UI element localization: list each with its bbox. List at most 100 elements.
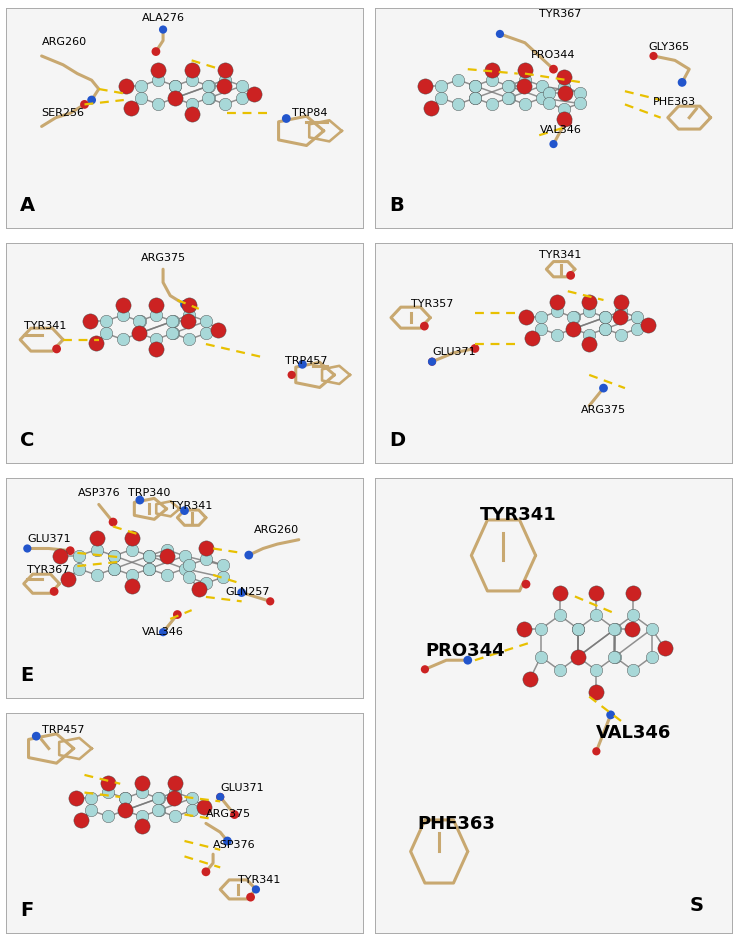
Point — [135, 90, 147, 105]
Point — [117, 332, 128, 347]
Point — [69, 790, 81, 805]
Point — [152, 63, 164, 78]
Point — [136, 819, 148, 834]
Point — [100, 313, 111, 328]
Point — [536, 310, 548, 325]
Point — [573, 649, 584, 664]
Point — [535, 621, 547, 636]
Point — [572, 649, 584, 664]
Point — [119, 803, 131, 818]
Point — [169, 90, 181, 105]
Point — [646, 621, 658, 636]
Point — [551, 327, 563, 342]
Point — [184, 298, 196, 313]
Point — [150, 332, 162, 347]
Point — [48, 584, 60, 599]
Point — [219, 97, 231, 112]
Point — [167, 313, 179, 328]
Point — [169, 78, 181, 93]
Point — [86, 803, 97, 818]
Point — [136, 785, 148, 800]
Text: TYR367: TYR367 — [539, 8, 582, 19]
Point — [590, 585, 602, 600]
Point — [133, 326, 145, 341]
Point — [100, 326, 111, 341]
Point — [568, 321, 579, 336]
Point — [63, 571, 75, 586]
Point — [559, 102, 570, 117]
Text: GLY365: GLY365 — [648, 41, 689, 52]
Text: GLN257: GLN257 — [226, 587, 270, 597]
Point — [64, 543, 76, 558]
Point — [203, 78, 215, 93]
Point — [590, 608, 602, 623]
Point — [78, 97, 90, 112]
Point — [543, 85, 555, 100]
Point — [250, 882, 262, 897]
Point — [186, 106, 198, 121]
Point — [134, 326, 145, 341]
Point — [627, 608, 639, 623]
Point — [536, 321, 548, 336]
Point — [659, 641, 671, 656]
Point — [186, 803, 198, 818]
Point — [219, 72, 231, 88]
Point — [567, 310, 579, 325]
Point — [202, 78, 214, 93]
Point — [543, 96, 555, 111]
Point — [108, 561, 120, 576]
Text: TYR341: TYR341 — [238, 875, 280, 885]
Point — [462, 653, 474, 668]
Point — [524, 671, 536, 686]
Point — [125, 100, 137, 115]
Point — [202, 90, 214, 105]
Point — [419, 662, 431, 677]
Point — [91, 531, 103, 546]
Point — [236, 78, 248, 93]
Point — [518, 78, 530, 93]
Point — [626, 621, 638, 636]
Point — [599, 310, 610, 325]
Point — [169, 90, 181, 105]
Point — [162, 549, 173, 564]
Point — [218, 78, 230, 93]
Point — [200, 576, 212, 591]
Point — [179, 503, 190, 518]
Point — [186, 72, 198, 88]
Point — [590, 662, 602, 678]
Point — [425, 100, 437, 115]
Point — [133, 313, 145, 328]
Point — [200, 864, 212, 879]
Point — [214, 789, 226, 805]
Point — [166, 313, 178, 328]
Point — [519, 72, 531, 88]
Point — [590, 685, 602, 700]
Point — [201, 313, 213, 328]
Point — [143, 561, 155, 576]
Point — [554, 608, 565, 623]
Point — [119, 790, 131, 805]
Text: GLU371: GLU371 — [27, 534, 71, 544]
Text: PRO344: PRO344 — [531, 51, 576, 60]
Point — [486, 72, 497, 88]
Point — [642, 318, 654, 333]
Text: TYR357: TYR357 — [410, 299, 453, 309]
Text: GLU371: GLU371 — [432, 347, 476, 358]
Point — [217, 569, 229, 584]
Point — [565, 268, 576, 283]
Text: ASP376: ASP376 — [77, 487, 120, 498]
Point — [179, 561, 190, 576]
Text: TYR341: TYR341 — [24, 321, 66, 331]
Text: TRP84: TRP84 — [292, 107, 328, 118]
Point — [599, 321, 610, 336]
Point — [200, 551, 212, 566]
Point — [280, 111, 292, 126]
Point — [572, 649, 584, 664]
Text: ARG375: ARG375 — [140, 252, 186, 263]
Point — [572, 621, 584, 636]
Point — [559, 111, 570, 126]
Point — [590, 743, 602, 758]
Point — [134, 326, 145, 341]
Point — [183, 569, 195, 584]
Point — [548, 136, 559, 152]
